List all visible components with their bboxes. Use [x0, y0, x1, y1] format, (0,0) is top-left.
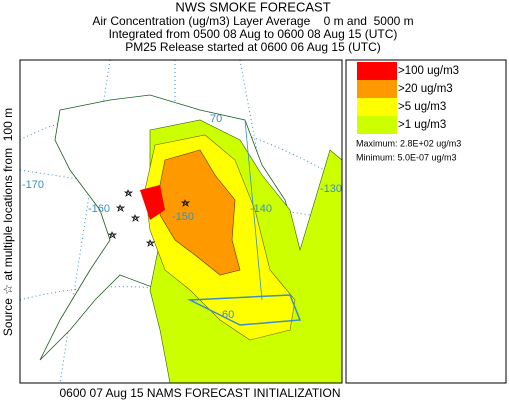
integration-text: Integrated from 0500 08 Aug to 0600 08 A… [109, 27, 398, 41]
minimum: Minimum: 5.0E-07 ug/m3 [356, 152, 457, 162]
map-frame [19, 59, 343, 384]
river [187, 294, 302, 326]
map-label: -170 [22, 179, 44, 191]
maximum: Maximum: 2.8E+02 ug/m3 [356, 138, 461, 148]
border [244, 119, 263, 301]
map-label: -130 [320, 183, 342, 195]
title: NWS SMOKE FORECAST [175, 0, 330, 14]
legend-swatch [357, 116, 397, 134]
legend: Maximum: 2.8E+02 ug/m3 Minimum: 5.0E-07 … [345, 59, 507, 384]
map-label: 70 [210, 113, 222, 125]
map-label: 60 [222, 309, 234, 321]
map-label: -160 [88, 203, 110, 215]
map: 70 -170 -160 -150 -140 -130 60 [19, 59, 343, 384]
legend-swatch [357, 80, 397, 98]
legend-label: >100 ug/m3 [398, 65, 459, 77]
legend-label: >20 ug/m3 [398, 83, 453, 95]
map-label: -140 [250, 203, 272, 215]
legend-swatch [357, 98, 397, 116]
source-stars [107, 189, 191, 248]
smoke-gt100 [140, 185, 165, 220]
footer: 0600 07 Aug 15 NAMS FORECAST INITIALIZAT… [60, 386, 341, 400]
legend-label: >1 ug/m3 [398, 119, 446, 131]
source-label: Source ☆ at multiple locations from 100 … [1, 108, 15, 336]
release-text: PM25 Release started at 0600 06 Aug 15 (… [125, 40, 380, 54]
subtitle: Air Concentration (ug/m3) Layer Average … [92, 14, 413, 28]
legend-swatch [357, 62, 397, 80]
map-label: -150 [172, 211, 194, 223]
legend-label: >5 ug/m3 [398, 101, 446, 113]
